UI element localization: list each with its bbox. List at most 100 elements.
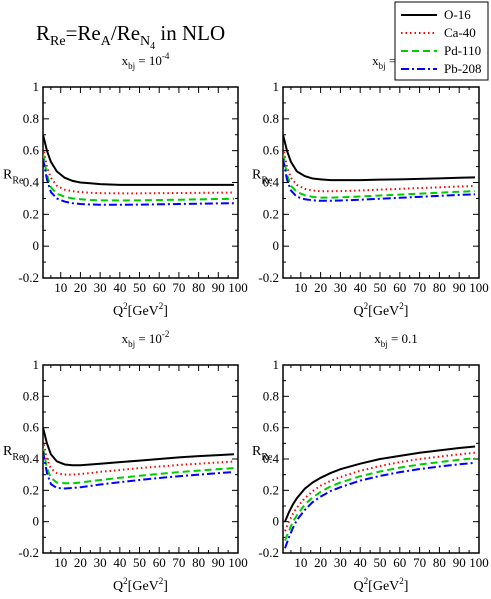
y-tick-label: 0.6 <box>263 420 280 435</box>
x-tick-label: 70 <box>172 280 185 295</box>
plot-frame <box>42 86 239 279</box>
y-tick-label: 0.4 <box>263 175 280 190</box>
chart-panel-4: 10 20 30 40 50 60 70 80 90 100 -0.2 0 0.2 0.4 0.6 0.8 1 x… <box>252 331 489 594</box>
y-tick-label: 0 <box>33 238 40 253</box>
legend-label: O-16 <box>444 7 471 22</box>
y-axis-label: RRe <box>252 168 273 187</box>
x-tick-label: 80 <box>433 555 446 570</box>
series-line-ca-40 <box>283 147 476 193</box>
x-axis-label: Q2[GeV2] <box>113 576 168 594</box>
y-tick-label: 1 <box>273 79 280 94</box>
y-tick-label: 0.8 <box>23 111 39 126</box>
x-tick-label: 60 <box>393 555 406 570</box>
x-tick-label: 80 <box>192 555 205 570</box>
y-tick-label: 0 <box>273 238 280 253</box>
x-tick-label: 90 <box>453 555 466 570</box>
x-tick-label: 40 <box>354 280 367 295</box>
x-tick-label: 80 <box>433 280 446 295</box>
series-line-o-16 <box>43 427 235 467</box>
y-tick-label: 1 <box>33 357 40 372</box>
x-tick-label: 90 <box>212 555 225 570</box>
x-tick-label: 100 <box>228 280 248 295</box>
figure-title: RRe=ReA/ReN4 in NLO <box>36 21 225 52</box>
x-tick-label: 100 <box>469 280 489 295</box>
x-tick-label: 20 <box>74 555 87 570</box>
chart-panel-2: 10 20 30 40 50 60 70 80 90 100-0.200.20.40.60.81x… <box>252 51 489 319</box>
y-tick-label: 0.2 <box>23 482 39 497</box>
panel-label: xbj = 10-4 <box>122 51 170 71</box>
y-tick-label: 0.6 <box>263 143 280 158</box>
y-axis-label: RRe <box>3 168 24 187</box>
series-line-pb-208 <box>284 461 476 549</box>
y-tick-label: 0.2 <box>263 206 279 221</box>
x-axis-label: Q2[GeV2] <box>113 301 168 319</box>
y-tick-label: 0.8 <box>263 111 279 126</box>
x-tick-label: 30 <box>94 555 107 570</box>
x-tick-label: 70 <box>172 555 185 570</box>
y-tick-label: 0.4 <box>263 451 280 466</box>
x-tick-label: 70 <box>413 555 426 570</box>
x-tick-label: 90 <box>212 280 225 295</box>
x-tick-label: 50 <box>133 280 146 295</box>
y-tick-label: 0 <box>33 514 40 529</box>
y-tick-label: 0.2 <box>263 482 279 497</box>
series-line-o-16 <box>284 445 476 523</box>
x-tick-label: 30 <box>334 280 347 295</box>
chart-panels: 10 20 30 40 50 60 70 80 90 100-0.200.20.40.60.81x… <box>3 51 489 594</box>
y-tick-label: -0.2 <box>18 270 39 285</box>
chart-panel-1: 10 20 30 40 50 60 70 80 90 100 -0.2 0 0.2 0.4 0.6 0.8 1 x… <box>3 51 248 319</box>
x-tick-label: 20 <box>74 280 87 295</box>
y-tick-label: -0.2 <box>258 545 279 560</box>
y-tick-label: 1 <box>33 79 40 94</box>
x-tick-label: 60 <box>153 280 166 295</box>
y-tick-label: 0.4 <box>23 175 40 190</box>
series-line-o-16 <box>43 134 235 186</box>
series-line-ca-40 <box>43 147 235 195</box>
x-tick-label: 10 <box>294 280 307 295</box>
series-line-pb-208 <box>283 158 476 202</box>
y-tick-label: 0.8 <box>263 388 279 403</box>
y-tick-label: 0.8 <box>23 388 39 403</box>
x-tick-label: 40 <box>113 280 126 295</box>
x-tick-label: 30 <box>94 280 107 295</box>
panel-label: xbj = 10-2 <box>122 329 170 349</box>
x-tick-label: 20 <box>314 555 327 570</box>
series-line-pb-208 <box>43 450 235 490</box>
y-tick-label: 0 <box>273 514 280 529</box>
y-axis-label: RRe <box>252 444 273 463</box>
x-tick-label: 30 <box>334 555 347 570</box>
x-tick-label: 90 <box>453 280 466 295</box>
plot-frame <box>42 364 239 554</box>
x-tick-label: 10 <box>54 280 67 295</box>
series-line-pd-110 <box>43 447 235 485</box>
x-tick-label: 40 <box>113 555 126 570</box>
x-tick-label: 40 <box>354 555 367 570</box>
x-axis-label: Q2[GeV2] <box>354 301 409 319</box>
x-tick-label: 60 <box>153 555 166 570</box>
x-tick-label: 50 <box>374 555 387 570</box>
plot-frame <box>282 86 480 279</box>
series-line-pd-110 <box>283 153 476 199</box>
x-tick-label: 10 <box>54 555 67 570</box>
legend: O-16 Ca-40 Pd-110 Pb-208 <box>394 1 489 81</box>
x-tick-label: 100 <box>469 555 489 570</box>
series-line-pd-110 <box>43 153 235 202</box>
y-tick-label: 0.6 <box>23 420 40 435</box>
x-tick-label: 10 <box>294 555 307 570</box>
x-tick-label: 70 <box>413 280 426 295</box>
legend-label: Pb-208 <box>444 61 482 76</box>
chart-panel-3: 10 20 30 40 50 60 70 80 90 100 -0.2 0 0.2 0.4 0.6 0.8 1 x… <box>3 329 248 594</box>
x-tick-label: 60 <box>393 280 406 295</box>
series-line-o-16 <box>283 134 476 182</box>
x-tick-label: 50 <box>374 280 387 295</box>
x-tick-label: 20 <box>314 280 327 295</box>
y-tick-label: 0.2 <box>23 206 39 221</box>
y-axis-label: RRe <box>3 444 24 463</box>
x-tick-label: 80 <box>192 280 205 295</box>
y-tick-label: 0.6 <box>23 143 40 158</box>
legend-box <box>394 1 489 81</box>
y-tick-label: 0.4 <box>23 451 40 466</box>
legend-label: Pd-110 <box>444 43 481 58</box>
legend-label: Ca-40 <box>444 25 476 40</box>
